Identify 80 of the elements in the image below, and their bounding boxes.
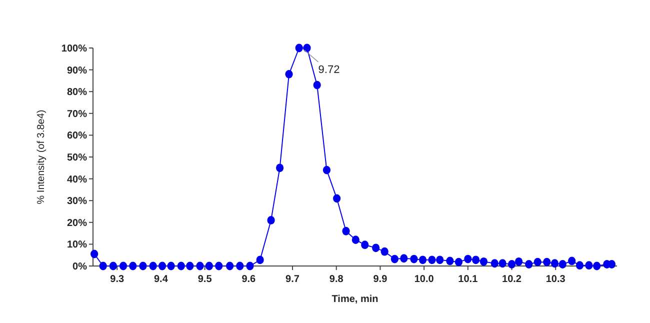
point: [498, 259, 506, 268]
point: [428, 256, 436, 264]
x-tick-label: 9.5: [198, 274, 212, 285]
y-tick-label: 50%: [66, 152, 88, 164]
point: [390, 254, 398, 264]
point: [99, 262, 107, 270]
y-tick-label: 70%: [66, 108, 88, 120]
point: [236, 262, 244, 270]
point: [410, 254, 418, 264]
point: [550, 259, 559, 268]
point: [196, 262, 204, 270]
point: [352, 236, 360, 244]
x-tick-label: 10.2: [502, 274, 522, 285]
x-tick-label: 9.4: [154, 274, 168, 285]
point: [436, 256, 444, 264]
point: [418, 256, 427, 264]
point: [303, 44, 311, 52]
x-tick-label: 9.7: [286, 274, 300, 285]
point: [593, 262, 601, 270]
point: [177, 262, 185, 270]
point: [464, 254, 472, 264]
point: [322, 166, 331, 174]
point: [139, 262, 147, 270]
point: [342, 226, 350, 236]
y-tick-label: 60%: [66, 130, 88, 142]
y-tick-label: 10%: [66, 240, 88, 251]
point: [558, 260, 566, 268]
point: [285, 70, 293, 78]
y-axis-title: % Intensity (of 3.8e4): [36, 110, 47, 204]
point: [446, 256, 454, 266]
point: [129, 262, 137, 270]
y-tick-label: 80%: [66, 87, 88, 98]
x-tick-label: 10.1: [458, 274, 478, 285]
point: [490, 259, 498, 268]
point: [480, 257, 488, 266]
point: [361, 240, 369, 250]
y-tick-label: 20%: [66, 218, 88, 229]
point: [256, 256, 264, 264]
point: [295, 44, 303, 52]
point: [226, 262, 234, 270]
point: [380, 247, 388, 256]
point: [372, 244, 380, 252]
x-tick-label: 9.3: [110, 274, 125, 285]
y-tick-label: 100%: [61, 44, 88, 54]
point: [525, 260, 533, 268]
x-tick-label: 9.8: [329, 274, 344, 285]
point: [90, 250, 98, 258]
point: [576, 261, 584, 270]
point: [267, 216, 275, 224]
point: [246, 262, 254, 270]
x-axis-title: Time, min: [332, 294, 378, 305]
point: [508, 260, 516, 268]
point: [472, 256, 480, 264]
point: [149, 262, 157, 270]
point: [119, 262, 128, 270]
point: [514, 257, 523, 266]
annotation: 9.72: [318, 64, 340, 76]
point: [276, 164, 284, 172]
x-tick-label: 10.0: [414, 274, 434, 285]
y-tick-label: 30%: [66, 196, 88, 208]
point: [313, 80, 321, 90]
point: [454, 258, 463, 266]
point: [568, 256, 576, 266]
point: [167, 262, 175, 270]
point: [109, 262, 117, 270]
x-tick-label: 9.9: [373, 274, 388, 285]
point: [205, 262, 213, 270]
point: [215, 262, 223, 270]
point: [333, 194, 341, 203]
point: [186, 262, 194, 270]
point: [534, 258, 542, 266]
point: [585, 261, 593, 270]
y-tick-label: 0%: [72, 262, 88, 272]
point: [158, 262, 166, 270]
point: [543, 258, 551, 266]
point: [400, 254, 408, 263]
y-tick-label: 40%: [66, 174, 88, 186]
y-tick-label: 90%: [66, 65, 88, 76]
x-tick-label: 9.6: [242, 274, 256, 285]
x-tick-label: 10.3: [546, 274, 566, 285]
